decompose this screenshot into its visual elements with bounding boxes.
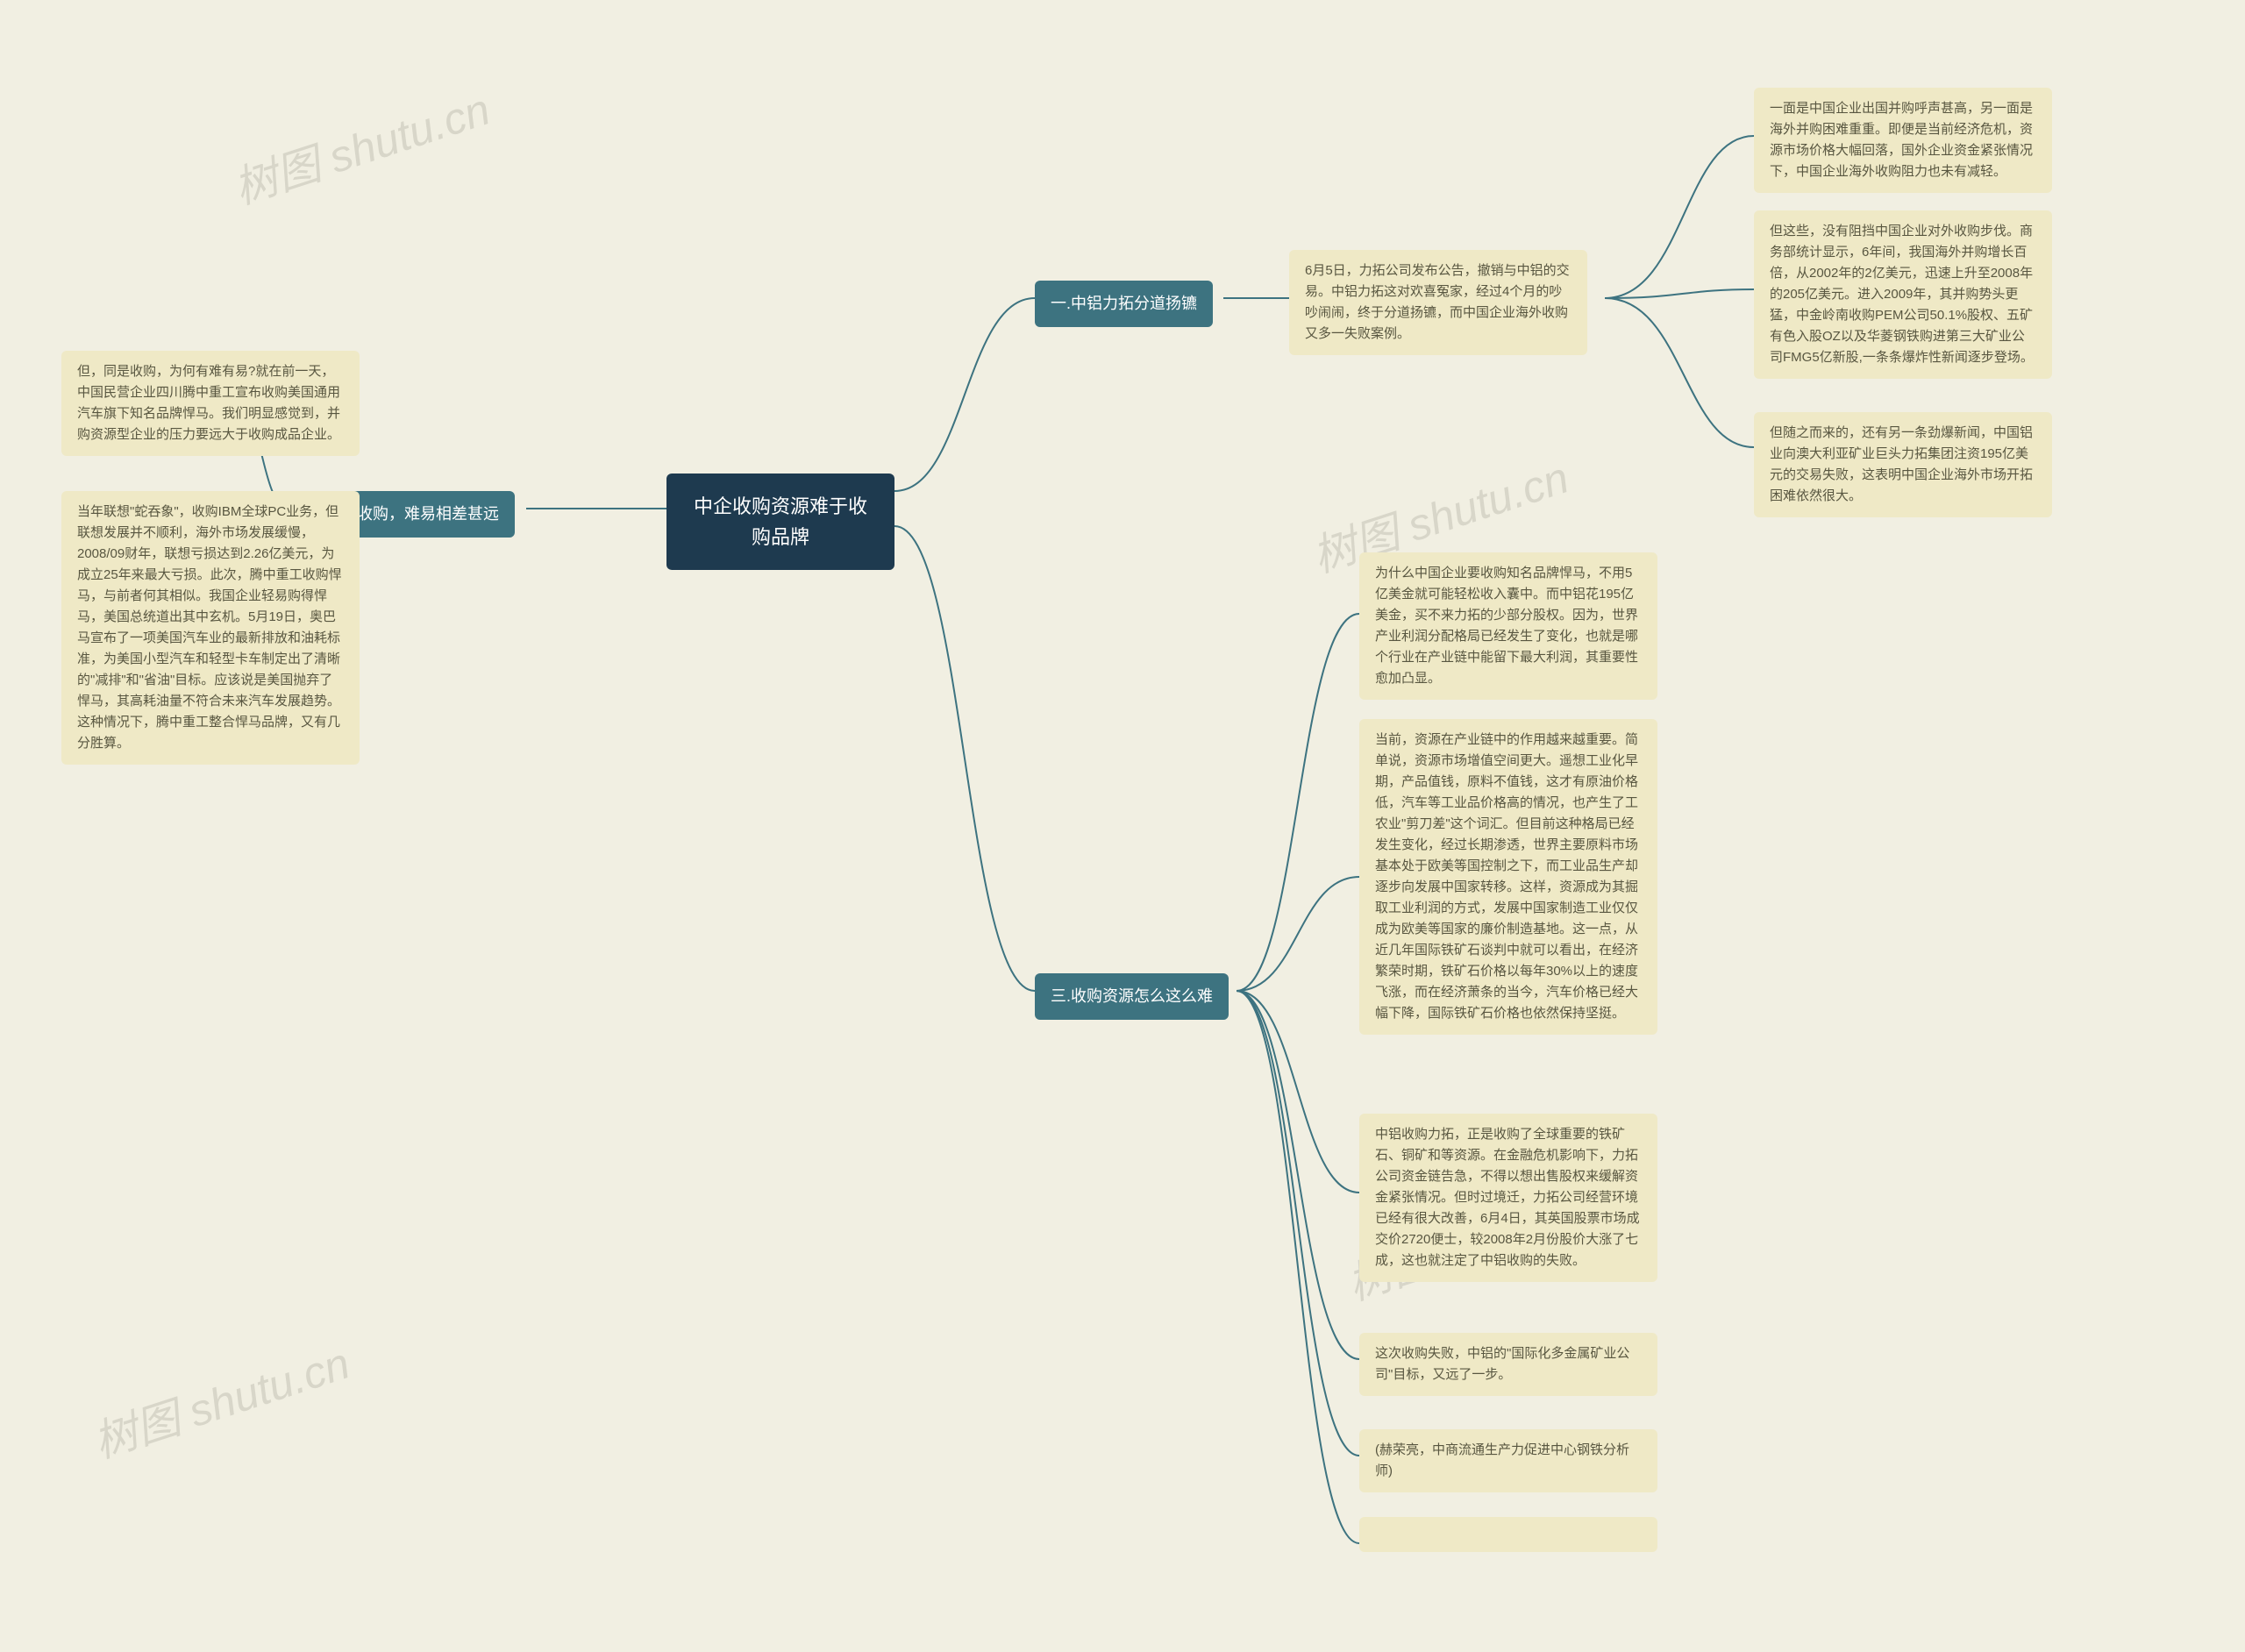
- branch-one-leaf-two[interactable]: 但这些，没有阻挡中国企业对外收购步伐。商务部统计显示，6年间，我国海外并购增长百…: [1754, 210, 2052, 379]
- branch-one-leaf-three[interactable]: 但随之而来的，还有另一条劲爆新闻，中国铝业向澳大利亚矿业巨头力拓集团注资195亿…: [1754, 412, 2052, 517]
- watermark: 树图 shutu.cn: [224, 75, 496, 217]
- branch-three-leaf-one[interactable]: 为什么中国企业要收购知名品牌悍马，不用5亿美金就可能轻松收入囊中。而中铝花195…: [1359, 552, 1657, 700]
- leaf-text: 6月5日，力拓公司发布公告，撤销与中铝的交易。中铝力拓这对欢喜冤家，经过4个月的…: [1305, 263, 1570, 341]
- leaf-text: 但，同是收购，为何有难有易?就在前一天，中国民营企业四川腾中重工宣布收购美国通用…: [77, 364, 340, 442]
- leaf-text: 这次收购失败，中铝的"国际化多金属矿业公司"目标，又远了一步。: [1375, 1346, 1629, 1382]
- leaf-text: 中铝收购力拓，正是收购了全球重要的铁矿石、铜矿和等资源。在金融危机影响下，力拓公…: [1375, 1127, 1640, 1268]
- branch-three-title: 三.收购资源怎么这么难: [1051, 987, 1213, 1005]
- branch-three[interactable]: 三.收购资源怎么这么难: [1035, 973, 1229, 1020]
- central-topic[interactable]: 中企收购资源难于收购品牌: [666, 474, 894, 570]
- leaf-text: 一面是中国企业出国并购呼声甚高，另一面是海外并购困难重重。即便是当前经济危机，资…: [1770, 101, 2033, 179]
- leaf-text: 但随之而来的，还有另一条劲爆新闻，中国铝业向澳大利亚矿业巨头力拓集团注资195亿…: [1770, 425, 2033, 503]
- leaf-text: 当年联想"蛇吞象"，收购IBM全球PC业务，但联想发展并不顺利，海外市场发展缓慢…: [77, 504, 342, 751]
- branch-one-node-text[interactable]: 6月5日，力拓公司发布公告，撤销与中铝的交易。中铝力拓这对欢喜冤家，经过4个月的…: [1289, 250, 1587, 355]
- leaf-text: 当前，资源在产业链中的作用越来越重要。简单说，资源市场增值空间更大。遥想工业化早…: [1375, 732, 1638, 1021]
- watermark: 树图 shutu.cn: [84, 1328, 356, 1470]
- branch-three-leaf-two[interactable]: 当前，资源在产业链中的作用越来越重要。简单说，资源市场增值空间更大。遥想工业化早…: [1359, 719, 1657, 1035]
- branch-three-leaf-three[interactable]: 中铝收购力拓，正是收购了全球重要的铁矿石、铜矿和等资源。在金融危机影响下，力拓公…: [1359, 1114, 1657, 1282]
- branch-three-leaf-empty[interactable]: [1359, 1517, 1657, 1552]
- branch-one-leaf-one[interactable]: 一面是中国企业出国并购呼声甚高，另一面是海外并购困难重重。即便是当前经济危机，资…: [1754, 88, 2052, 193]
- branch-two-leaf-one[interactable]: 但，同是收购，为何有难有易?就在前一天，中国民营企业四川腾中重工宣布收购美国通用…: [61, 351, 360, 456]
- branch-three-leaf-five[interactable]: (赫荣亮，中商流通生产力促进中心钢铁分析师): [1359, 1429, 1657, 1492]
- central-topic-text: 中企收购资源难于收购品牌: [694, 495, 867, 548]
- branch-one[interactable]: 一.中铝力拓分道扬镳: [1035, 281, 1213, 327]
- branch-three-leaf-four[interactable]: 这次收购失败，中铝的"国际化多金属矿业公司"目标，又远了一步。: [1359, 1333, 1657, 1396]
- branch-one-title: 一.中铝力拓分道扬镳: [1051, 295, 1197, 312]
- branch-two-leaf-two[interactable]: 当年联想"蛇吞象"，收购IBM全球PC业务，但联想发展并不顺利，海外市场发展缓慢…: [61, 491, 360, 765]
- leaf-text: 但这些，没有阻挡中国企业对外收购步伐。商务部统计显示，6年间，我国海外并购增长百…: [1770, 224, 2034, 365]
- leaf-text: (赫荣亮，中商流通生产力促进中心钢铁分析师): [1375, 1442, 1629, 1478]
- leaf-text: 为什么中国企业要收购知名品牌悍马，不用5亿美金就可能轻松收入囊中。而中铝花195…: [1375, 566, 1638, 686]
